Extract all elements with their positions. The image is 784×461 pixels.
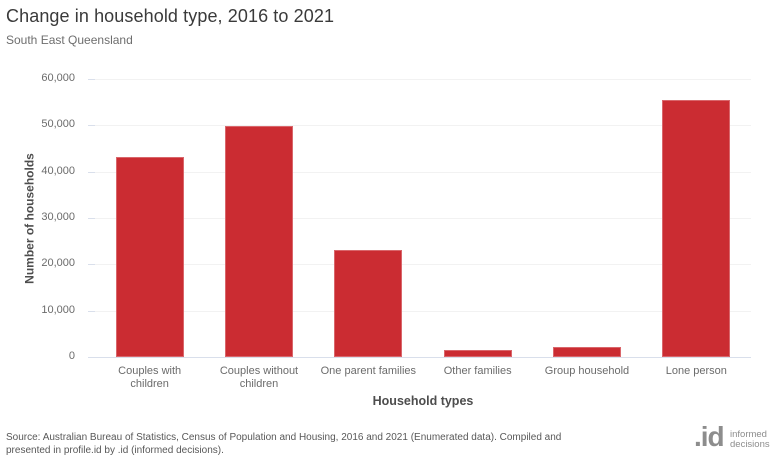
- y-tick-mark: [88, 125, 95, 127]
- id-logo-line2: decisions: [730, 439, 770, 451]
- y-tick-mark: [88, 171, 95, 173]
- bar-couples-without-children[interactable]: [225, 125, 293, 357]
- y-tick-label: 10,000: [41, 303, 75, 316]
- x-tick-label-one-parent-families: One parent families: [320, 365, 417, 377]
- plot-area: [95, 79, 751, 357]
- gridline: [95, 310, 751, 312]
- x-tick-label-other-families: Other families: [443, 365, 512, 377]
- x-axis-baseline: [88, 357, 751, 358]
- bar-other-families[interactable]: [443, 349, 512, 357]
- x-axis-title: Household types: [372, 394, 474, 408]
- id-logo-line1: informed: [730, 429, 767, 440]
- y-tick-label: 30,000: [41, 211, 75, 223]
- gridline: [95, 218, 751, 219]
- y-tick-label: 0: [68, 350, 75, 362]
- id-logo-mark: .id: [694, 421, 725, 452]
- source-note: Source: Australian Bureau of Statistics,…: [6, 432, 562, 456]
- bar-couples-with-children[interactable]: [115, 156, 184, 357]
- gridline: [95, 264, 751, 266]
- y-tick-mark: [88, 79, 95, 80]
- x-tick-label-couples-with-children: Couples with children: [118, 365, 182, 390]
- y-tick-label: 20,000: [41, 257, 75, 270]
- y-tick-label: 60,000: [41, 72, 75, 84]
- y-tick-label: 40,000: [41, 164, 75, 177]
- gridline: [95, 171, 751, 173]
- id-logo-text: informed decisions: [730, 429, 770, 451]
- x-tick-label-group-household: Group household: [544, 365, 630, 377]
- gridline: [95, 79, 751, 80]
- x-axis-labels: Couples with children Couples without chi…: [95, 365, 751, 390]
- x-tick-label-couples-without-children: Couples without children: [219, 365, 299, 390]
- x-tick-label-lone-person: Lone person: [665, 365, 727, 377]
- bar-group-household[interactable]: [553, 347, 621, 357]
- chart-title: Change in household type, 2016 to 2021: [6, 6, 335, 26]
- y-tick-mark: [88, 264, 95, 266]
- y-tick-mark: [88, 310, 95, 312]
- bar-lone-person[interactable]: [662, 99, 731, 357]
- chart-subtitle: South East Queensland: [6, 33, 133, 47]
- id-logo: .id informed decisions: [694, 421, 778, 457]
- bar-one-parent-families[interactable]: [334, 249, 403, 357]
- gridline: [95, 125, 751, 127]
- y-tick-label: 50,000: [41, 118, 75, 131]
- y-tick-mark: [88, 218, 95, 219]
